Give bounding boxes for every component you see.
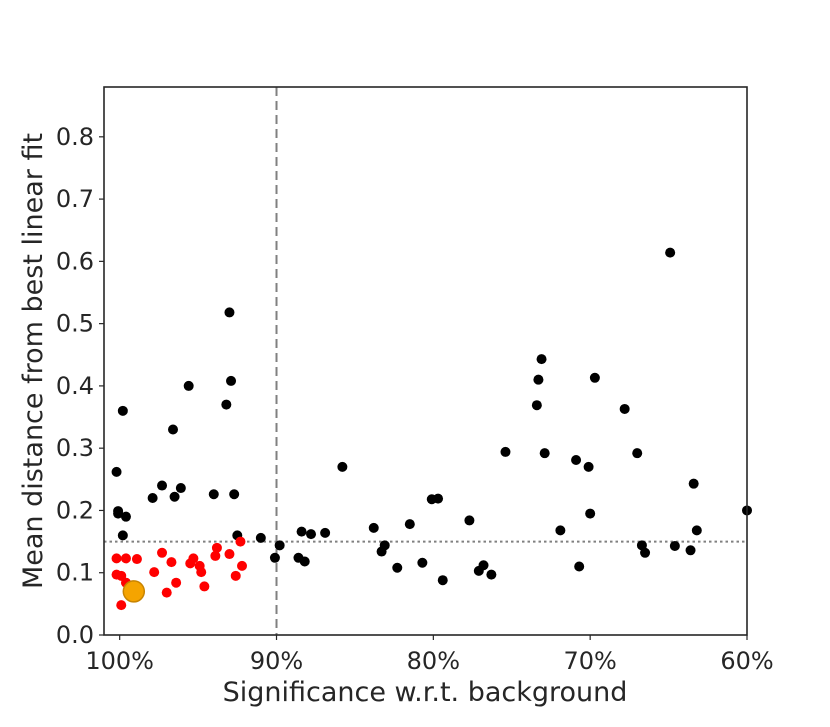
x-axis-label: Significance w.r.t. background: [223, 677, 628, 708]
data-point: [585, 508, 596, 519]
data-point: [555, 525, 566, 536]
data-point: [433, 493, 444, 504]
data-point: [640, 547, 651, 558]
data-point: [368, 522, 379, 533]
data-point: [168, 424, 178, 435]
data-point: [536, 354, 547, 365]
x-tick-label: 90%: [250, 647, 303, 675]
y-tick-label: 0.2: [56, 496, 94, 524]
data-point: [691, 525, 702, 536]
data-point: [632, 448, 643, 459]
data-point: [149, 567, 160, 578]
data-point: [183, 380, 194, 391]
x-tick-label: 100%: [85, 647, 154, 675]
data-point: [131, 554, 142, 565]
data-point: [269, 552, 280, 563]
x-axis-ticks: 100% 90% 80% 70% 60%: [85, 635, 774, 675]
data-point: [199, 581, 210, 592]
data-point: [337, 461, 348, 472]
y-tick-label: 0.6: [56, 247, 94, 275]
data-point: [210, 550, 221, 561]
data-point: [688, 478, 699, 489]
data-point: [299, 556, 310, 567]
data-point: [188, 553, 199, 564]
y-tick-label: 0.1: [56, 559, 94, 587]
data-point: [478, 560, 489, 571]
data-point: [113, 508, 124, 519]
data-point: [583, 461, 594, 472]
data-point: [571, 455, 582, 466]
data-point: [379, 540, 390, 551]
data-point: [120, 553, 131, 564]
y-tick-label: 0.3: [56, 434, 94, 462]
data-point: [464, 515, 475, 526]
data-point: [117, 405, 128, 416]
data-point: [175, 483, 186, 494]
data-point: [111, 553, 122, 564]
data-point: [224, 307, 235, 318]
data-point: [274, 540, 285, 551]
highlighted-point: [122, 580, 146, 603]
data-point: [417, 557, 428, 568]
data-point: [157, 480, 168, 491]
plot-area: [104, 87, 747, 635]
data-point: [161, 587, 172, 598]
data-point: [533, 374, 544, 385]
data-point: [500, 446, 511, 457]
data-point: [404, 519, 415, 530]
data-point: [392, 562, 403, 573]
data-point: [224, 549, 235, 560]
y-axis-ticks: 0.0 0.1 0.2 0.3 0.4 0.5 0.6 0.7 0.8: [56, 123, 104, 649]
data-point: [235, 536, 246, 547]
data-point: [437, 575, 448, 586]
data-point: [171, 577, 182, 588]
data-points: [111, 247, 752, 611]
x-tick-label: 80%: [407, 647, 460, 675]
y-tick-label: 0.8: [56, 123, 94, 151]
x-tick-label: 70%: [563, 647, 616, 675]
data-point: [208, 489, 219, 500]
data-point: [221, 399, 232, 410]
data-point: [120, 511, 131, 522]
data-point: [229, 489, 240, 500]
y-tick-label: 0.7: [56, 185, 94, 213]
data-point: [636, 540, 647, 551]
data-point: [157, 547, 168, 558]
y-tick-label: 0.0: [56, 621, 94, 649]
data-point: [116, 600, 127, 611]
data-point: [531, 400, 542, 411]
data-point: [296, 526, 307, 537]
data-point: [230, 570, 241, 581]
plot-frame: [103, 86, 748, 636]
data-point: [255, 532, 266, 543]
y-tick-label: 0.5: [56, 310, 94, 338]
data-point: [111, 466, 122, 477]
data-point: [665, 247, 676, 258]
x-tick-label: 60%: [720, 647, 773, 675]
y-axis-label: Mean distance from best linear fit: [18, 133, 49, 589]
data-point: [117, 530, 128, 541]
data-point: [226, 375, 237, 386]
data-point: [669, 540, 680, 551]
data-point: [589, 372, 600, 383]
data-point: [539, 448, 550, 459]
data-point: [196, 567, 207, 578]
data-point: [147, 493, 158, 503]
data-point: [574, 561, 585, 572]
data-point: [306, 529, 317, 540]
data-point: [685, 545, 696, 556]
data-point: [619, 403, 630, 414]
data-point: [169, 491, 180, 502]
data-point: [211, 542, 222, 553]
data-point: [320, 527, 331, 538]
y-tick-label: 0.4: [56, 372, 94, 400]
data-point: [237, 560, 248, 571]
data-point: [486, 569, 497, 580]
data-point: [166, 557, 177, 568]
